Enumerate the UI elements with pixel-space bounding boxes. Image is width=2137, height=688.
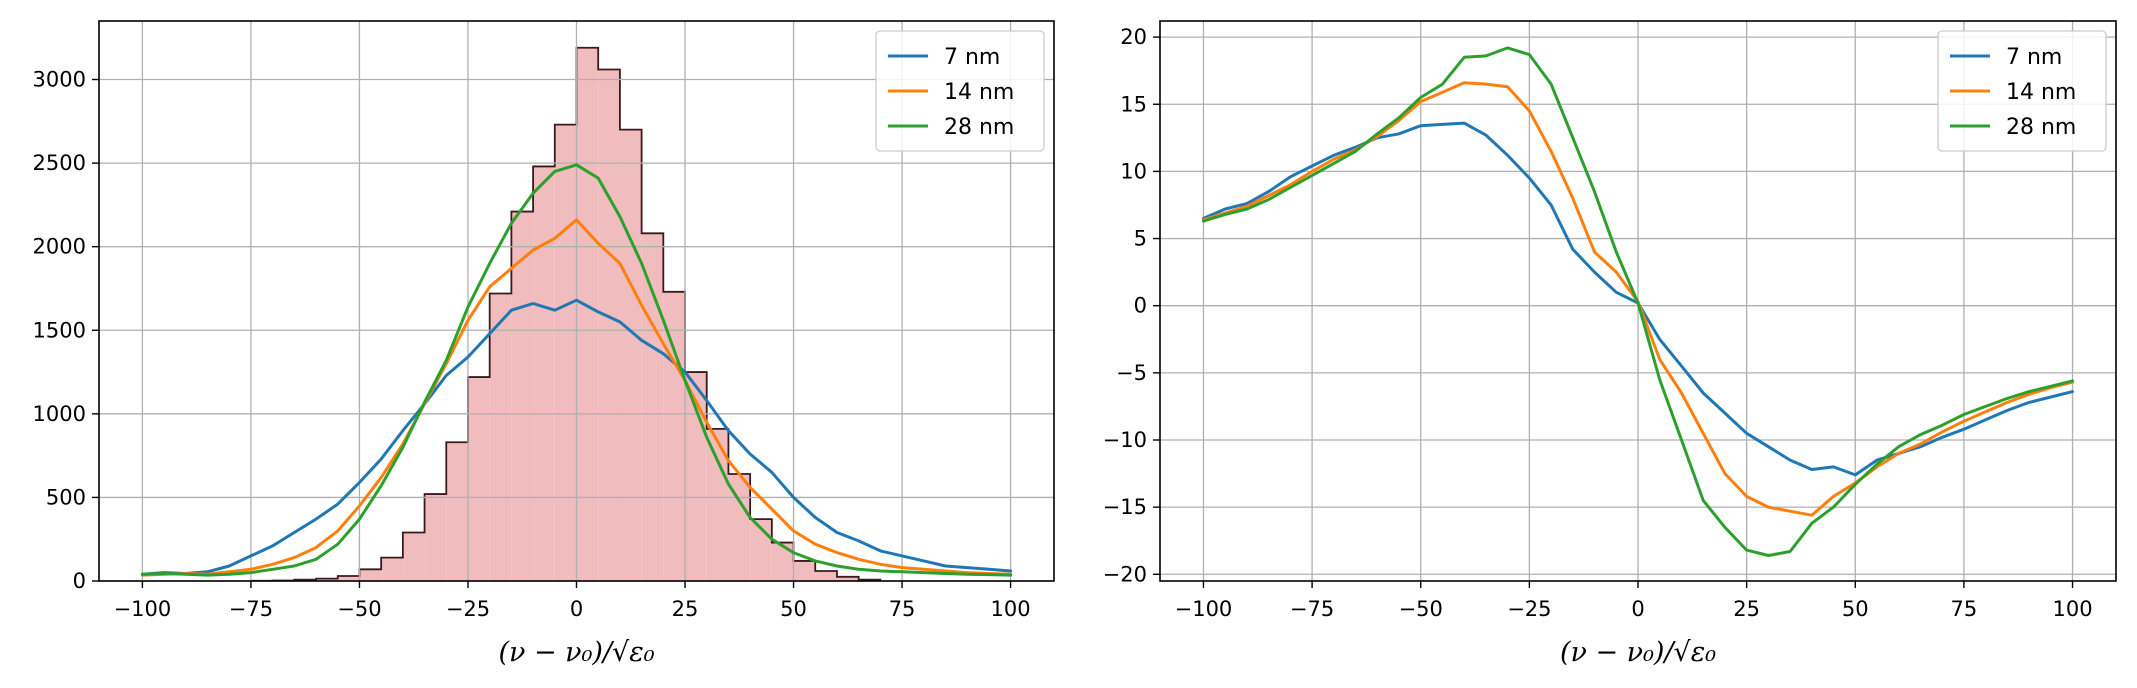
chart-panel-left: −100 −75 −50 −25 0 25 50 75 10005001000150020002… [33,20,1055,668]
y-tick-label: 20 [1120,25,1147,49]
y-tick-label: 1500 [33,318,86,342]
legend-label: 14 nm [2006,80,2076,105]
y-tick-label: 500 [46,485,86,509]
histogram-bar [533,166,555,581]
y-tick-label: 3000 [33,68,86,92]
x-tick-label: −100 [1175,597,1233,621]
y-tick-label: 0 [1134,294,1147,318]
x-tick-label: 0 [1631,597,1644,621]
histogram [250,46,882,581]
y-tick-label: −20 [1103,562,1147,586]
histogram-bar [728,474,751,581]
series-lines [1202,46,2074,557]
legend-label: 28 nm [2006,115,2076,140]
legend-label: 7 nm [944,45,1000,70]
x-axis-label: (ν − ν₀)/√ε₀ [1560,637,1716,668]
y-tick-label: 1000 [33,402,86,426]
legend-box [875,30,1045,152]
histogram-bar [619,129,642,581]
x-tick-label: 25 [1733,597,1760,621]
x-tick-label: 50 [780,597,807,621]
series-lines [140,163,1013,577]
x-tick-label: 25 [672,597,699,621]
x-ticks: −100 −75 −50 −25 0 25 50 75 100 [1175,581,2093,621]
histogram-bar [554,124,577,581]
y-tick-label: 0 [73,569,86,593]
y-tick-label: 5 [1134,227,1147,251]
legend-label: 7 nm [2006,45,2062,70]
histogram-bar [641,233,664,581]
x-tick-label: −25 [446,597,490,621]
histogram-bar [446,442,468,581]
histogram-bar [467,377,490,581]
y-tick-label: 10 [1120,159,1147,183]
histogram-bar [598,69,620,581]
x-tick-label: 50 [1842,597,1869,621]
series-line-14-nm [140,218,1013,577]
x-tick-label: 75 [1951,597,1978,621]
y-tick-label: −5 [1116,361,1147,385]
series-line-28-nm [140,163,1013,577]
histogram-bar [793,560,816,581]
legend-label: 28 nm [944,115,1014,140]
histogram-bar [815,570,837,581]
series-line-28-nm [1202,46,2074,557]
legend: 7 nm 14 nm 28 nm [875,30,1045,152]
x-tick-label: −25 [1507,597,1551,621]
x-tick-label: −50 [1399,597,1443,621]
x-axis-label: (ν − ν₀)/√ε₀ [498,637,654,668]
grid [99,21,1054,582]
x-tick-label: −50 [337,597,381,621]
x-tick-label: 100 [2052,597,2092,621]
histogram-bar [337,575,360,581]
y-tick-label: 2000 [33,235,86,259]
y-tick-label: −10 [1103,428,1147,452]
histogram-bar [706,428,729,581]
chart-panel-right: −100 −75 −50 −25 0 25 50 75 100−20−15−10−5051015… [1103,20,2117,668]
x-ticks: −100 −75 −50 −25 0 25 50 75 100 [114,581,1031,621]
y-ticks: −20 −15 −10 −5 0 5 10 15 20 [1103,25,1160,586]
x-tick-label: −75 [1290,597,1334,621]
histogram-bar [489,293,512,581]
histogram-bar [402,532,425,581]
legend: 7 nm 14 nm 28 nm [1937,30,2107,152]
histogram-bar [836,576,859,581]
y-tick-label: 15 [1120,92,1147,116]
histogram-bar [663,291,686,581]
y-ticks: 0 500 1000 1500 2000 2500 3000 [33,68,99,593]
x-tick-label: 75 [889,597,916,621]
histogram-bar [316,578,338,581]
y-tick-label: −15 [1103,495,1147,519]
histogram-bar [576,47,599,581]
histogram-bar [381,557,403,581]
x-tick-label: −75 [229,597,273,621]
series-line-7-nm [140,298,1013,576]
legend-label: 14 nm [944,80,1014,105]
x-tick-label: −100 [114,597,172,621]
histogram-bar [771,542,794,581]
histogram-bar [424,494,447,581]
legend-box [1937,30,2107,152]
y-tick-label: 2500 [33,151,86,175]
histogram-bar [359,569,382,581]
x-tick-label: 100 [991,597,1031,621]
x-tick-label: 0 [570,597,583,621]
